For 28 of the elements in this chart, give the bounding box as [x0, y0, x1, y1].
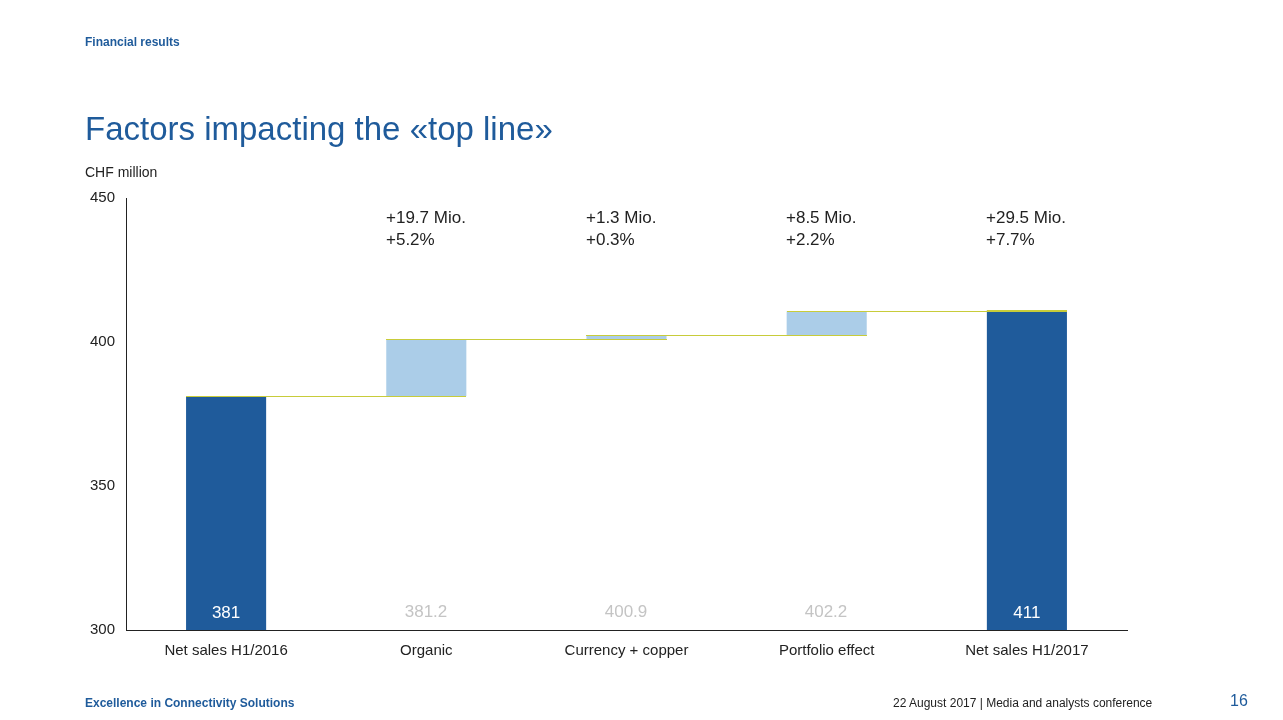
chart-title: Factors impacting the «top line»	[85, 110, 553, 148]
x-tick-label: Currency + copper	[564, 641, 689, 659]
annotation: +29.5 Mio. +7.7%	[986, 207, 1066, 251]
text: 22 August 2017 | Media and analysts conference	[893, 696, 1153, 710]
bar	[786, 311, 867, 336]
data-label: 411	[1013, 602, 1041, 622]
annotation: 400.9	[603, 602, 649, 622]
x-tick-label: Organic	[400, 641, 454, 659]
x-tick-label: Net sales H1/2017	[965, 641, 1089, 659]
bar	[386, 339, 467, 397]
text: Excellence in Connectivity Solutions	[85, 696, 295, 710]
x-tick-label: Net sales H1/2016	[164, 641, 288, 659]
y-axis-title: CHF million	[85, 164, 158, 180]
x-tick-label: Portfolio effect	[778, 641, 876, 659]
y-tick-label: 400	[89, 332, 115, 350]
annotation: 381.2	[403, 602, 449, 622]
annotation: 402.2	[803, 602, 849, 622]
annotation: +1.3 Mio. +0.3%	[586, 207, 657, 251]
bar	[986, 310, 1067, 630]
y-tick-label: 350	[89, 476, 115, 494]
bar	[186, 396, 267, 630]
text: Financial results	[85, 35, 180, 49]
annotation: +19.7 Mio. +5.2%	[386, 207, 466, 251]
data-label: 381	[211, 602, 241, 622]
annotation: +8.5 Mio. +2.2%	[786, 207, 857, 251]
y-tick-label: 450	[89, 188, 115, 206]
text: 16	[1230, 692, 1248, 710]
y-tick-label: 300	[89, 620, 115, 638]
